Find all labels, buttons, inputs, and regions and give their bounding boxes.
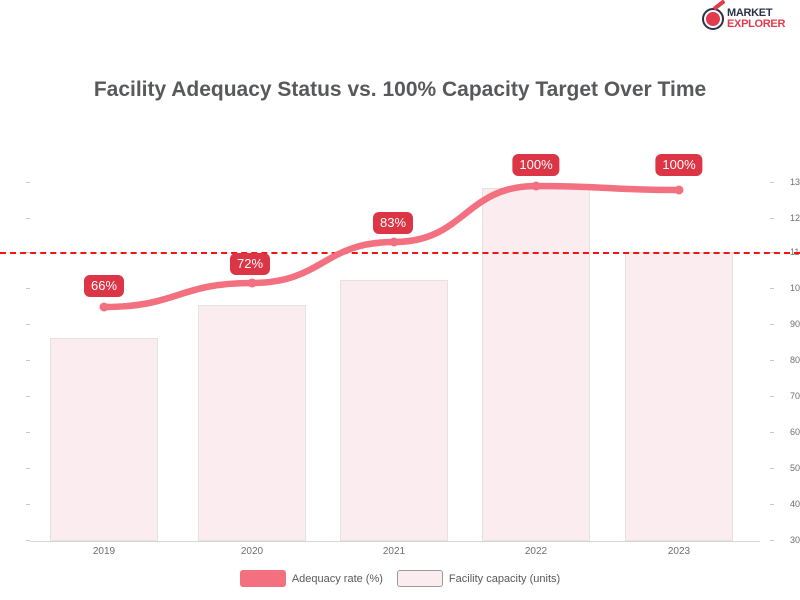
bar-2020[interactable] bbox=[198, 305, 306, 541]
x-axis-tick-label: 2023 bbox=[667, 546, 691, 557]
y-axis-right-tick-label: 700 bbox=[790, 391, 800, 401]
y-axis-right-tick-label: 1300 bbox=[790, 177, 800, 187]
y-axis-left-tick-mark bbox=[26, 182, 30, 183]
legend-item-line[interactable]: Adequacy rate (%) bbox=[239, 570, 383, 587]
data-label-2023: 100% bbox=[655, 154, 703, 176]
y-axis-right-tick-mark bbox=[770, 396, 774, 397]
legend-swatch-bars-icon bbox=[396, 570, 443, 587]
y-axis-right-tick-label: 600 bbox=[790, 427, 800, 437]
x-axis-tick-label: 2022 bbox=[524, 546, 548, 557]
bar-2021[interactable] bbox=[340, 280, 448, 541]
y-axis-right-tick-mark bbox=[770, 324, 774, 325]
y-axis-right-tick-label: 800 bbox=[790, 355, 800, 365]
y-axis-left-tick-mark bbox=[26, 540, 30, 541]
x-axis-tick-label: 2020 bbox=[240, 546, 264, 557]
legend-item-bars[interactable]: Facility capacity (units) bbox=[396, 570, 561, 587]
logo-dot-icon bbox=[706, 12, 720, 26]
y-axis-right-tick-label: 500 bbox=[790, 463, 800, 473]
logo-word-top: MARKET bbox=[727, 6, 773, 19]
chart-title: Facility Adequacy Status vs. 100% Capaci… bbox=[93, 78, 707, 101]
y-axis-right-tick-mark bbox=[770, 540, 774, 541]
bar-2019[interactable] bbox=[50, 338, 158, 541]
line-point-2021[interactable] bbox=[389, 237, 399, 247]
brand-logo: MARKET EXPLORER bbox=[702, 0, 794, 34]
y-axis-left-tick-mark bbox=[26, 288, 30, 289]
y-axis-right-tick-label: 400 bbox=[790, 499, 800, 509]
data-label-2021: 83% bbox=[372, 212, 414, 234]
logo-word-bottom: EXPLORER bbox=[727, 18, 786, 30]
y-axis-right-tick-label: 900 bbox=[790, 319, 800, 329]
y-axis-right-tick-mark bbox=[770, 504, 774, 505]
y-axis-left-tick-mark bbox=[26, 432, 30, 433]
legend-swatch-line-icon bbox=[239, 570, 286, 587]
line-point-2023[interactable] bbox=[674, 185, 684, 195]
logo-wordmark: MARKET EXPLORER bbox=[727, 6, 786, 30]
bar-2023[interactable] bbox=[625, 252, 733, 541]
legend-label-bars: Facility capacity (units) bbox=[448, 572, 561, 585]
data-label-2020: 72% bbox=[229, 253, 271, 275]
y-axis-right-tick-mark bbox=[770, 360, 774, 361]
chart-legend: Adequacy rate (%) Facility capacity (uni… bbox=[0, 570, 800, 587]
y-axis-left-tick-mark bbox=[26, 324, 30, 325]
line-point-2020[interactable] bbox=[247, 278, 257, 288]
y-axis-right-tick-mark bbox=[770, 288, 774, 289]
reference-line-100-percent bbox=[0, 252, 800, 254]
y-axis-right-tick-mark bbox=[770, 432, 774, 433]
y-axis-right-tick-mark bbox=[770, 218, 774, 219]
x-axis-line bbox=[30, 541, 760, 542]
logo-ring-icon bbox=[702, 8, 724, 30]
y-axis-left-tick-mark bbox=[26, 468, 30, 469]
x-axis-tick-label: 2021 bbox=[382, 546, 406, 557]
y-axis-left-tick-mark bbox=[26, 218, 30, 219]
legend-label-line: Adequacy rate (%) bbox=[291, 572, 383, 585]
y-axis-right-tick-label: 300 bbox=[790, 535, 800, 545]
y-axis-right-tick-mark bbox=[770, 468, 774, 469]
data-label-2022: 100% bbox=[512, 154, 560, 176]
x-axis-tick-label: 2019 bbox=[92, 546, 116, 557]
y-axis-left-tick-mark bbox=[26, 396, 30, 397]
logo-mark-icon bbox=[702, 0, 726, 30]
y-axis-right-tick-label: 1000 bbox=[790, 283, 800, 293]
data-label-2019: 66% bbox=[83, 275, 125, 297]
y-axis-right-tick-mark bbox=[770, 182, 774, 183]
y-axis-right-tick-label: 1200 bbox=[790, 213, 800, 223]
y-axis-left-tick-mark bbox=[26, 360, 30, 361]
bar-2022[interactable] bbox=[482, 188, 590, 541]
chart-plot-area: 120%110%100%90%80%70%60%50%40%30%20%1300… bbox=[0, 154, 800, 545]
line-point-2019[interactable] bbox=[99, 302, 109, 312]
y-axis-left-tick-mark bbox=[26, 504, 30, 505]
